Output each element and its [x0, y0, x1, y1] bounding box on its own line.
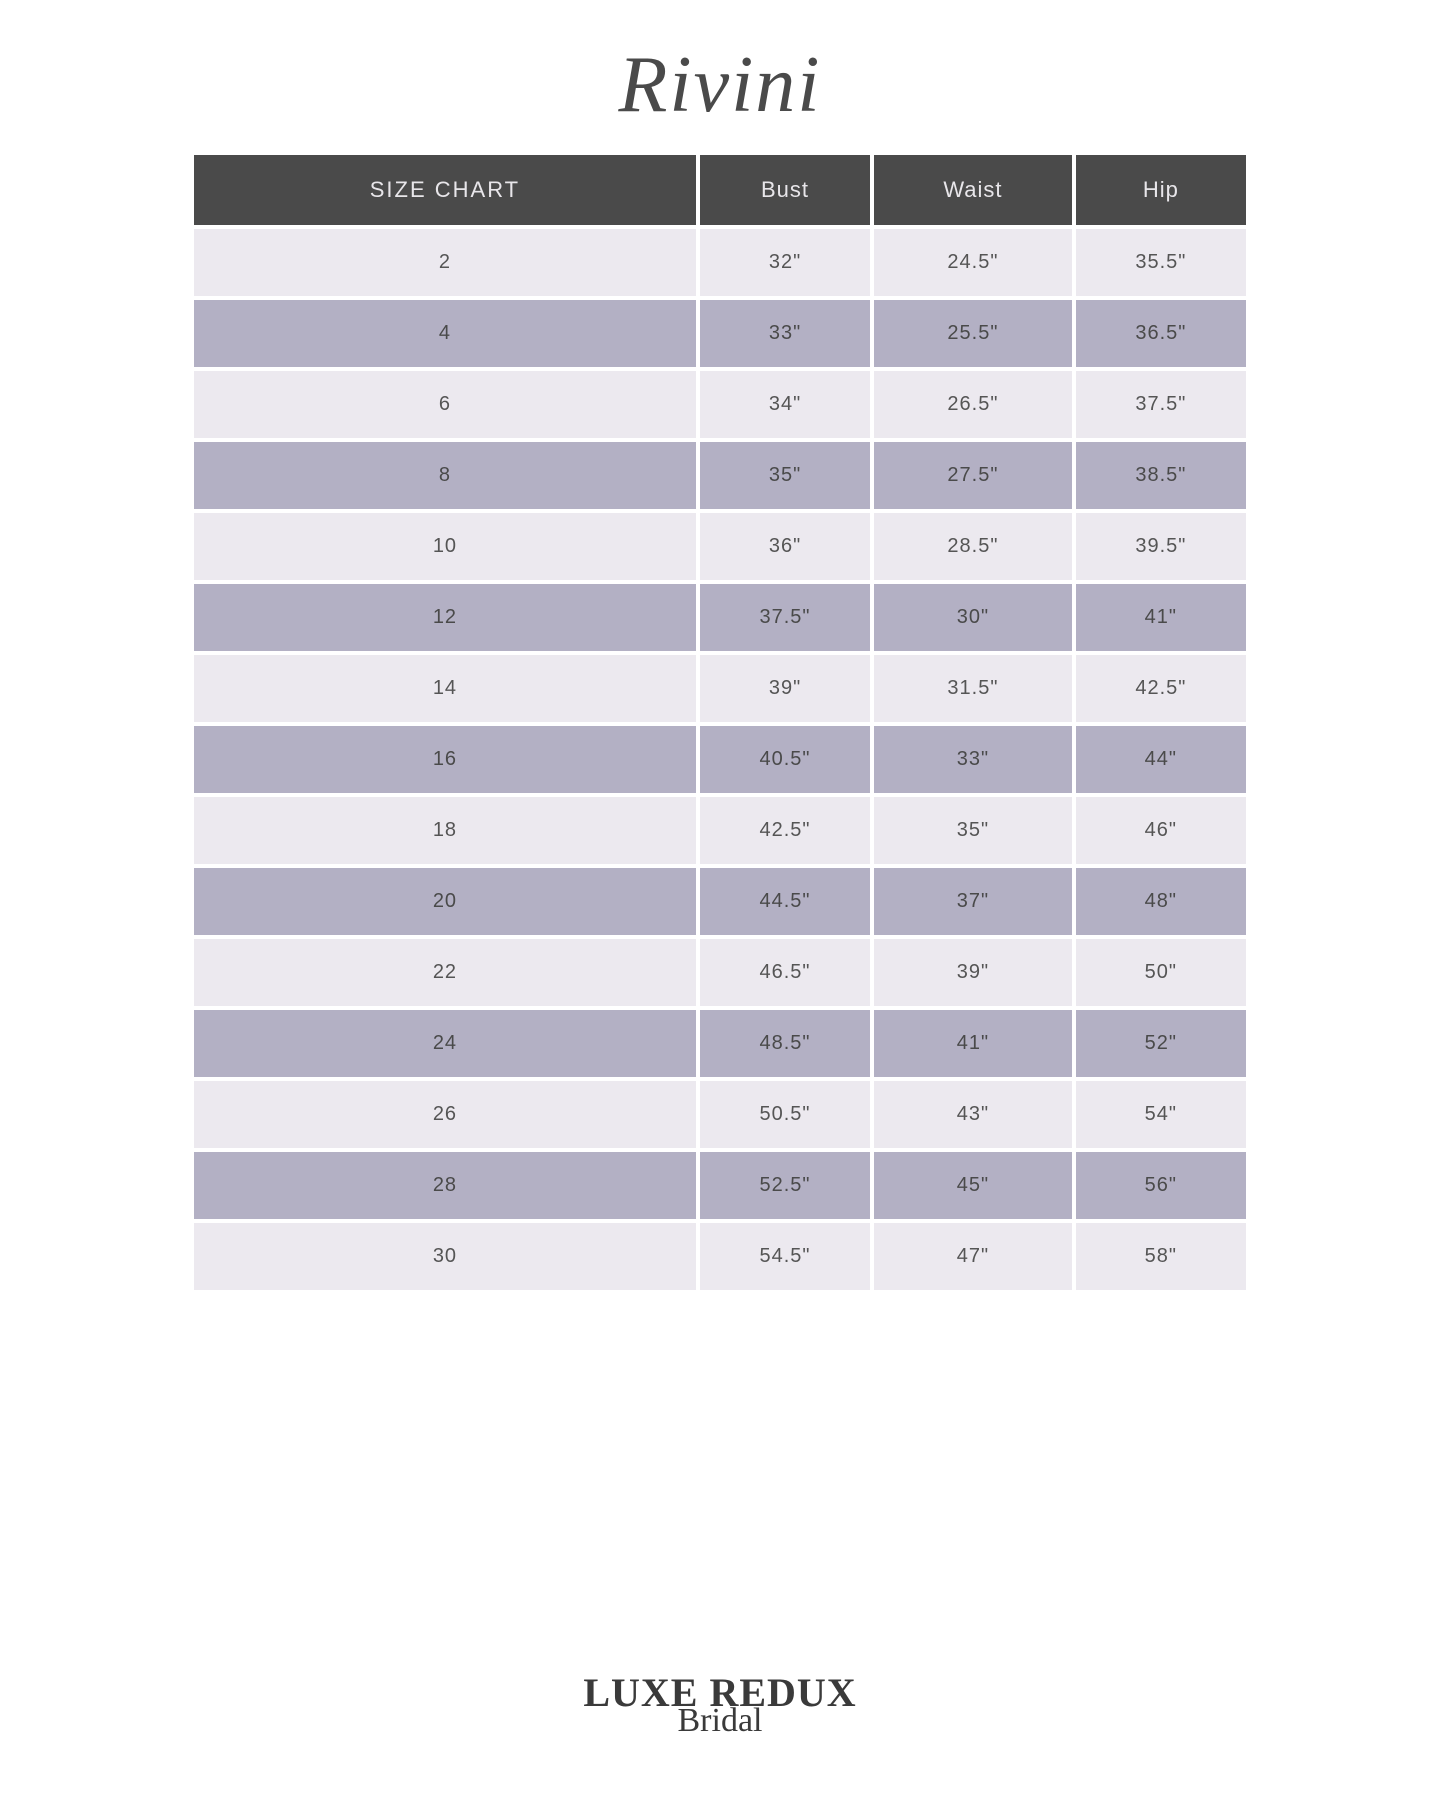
- table-cell: 31.5": [874, 655, 1072, 722]
- table-row: 3054.5"47"58": [194, 1223, 1246, 1290]
- table-row: 2246.5"39"50": [194, 939, 1246, 1006]
- table-cell: 8: [194, 442, 696, 509]
- table-cell: 36.5": [1076, 300, 1246, 367]
- table-cell: 42.5": [1076, 655, 1246, 722]
- table-cell: 18: [194, 797, 696, 864]
- table-cell: 44.5": [700, 868, 870, 935]
- table-header-row: SIZE CHART Bust Waist Hip: [194, 155, 1246, 225]
- table-cell: 48": [1076, 868, 1246, 935]
- table-row: 634"26.5"37.5": [194, 371, 1246, 438]
- table-row: 1237.5"30"41": [194, 584, 1246, 651]
- table-row: 1842.5"35"46": [194, 797, 1246, 864]
- table-cell: 45": [874, 1152, 1072, 1219]
- table-body: 232"24.5"35.5"433"25.5"36.5"634"26.5"37.…: [194, 229, 1246, 1290]
- table-cell: 22: [194, 939, 696, 1006]
- table-cell: 56": [1076, 1152, 1246, 1219]
- table-cell: 43": [874, 1081, 1072, 1148]
- table-row: 2044.5"37"48": [194, 868, 1246, 935]
- table-cell: 35": [700, 442, 870, 509]
- table-cell: 14: [194, 655, 696, 722]
- table-cell: 52": [1076, 1010, 1246, 1077]
- table-cell: 28: [194, 1152, 696, 1219]
- table-cell: 20: [194, 868, 696, 935]
- table-cell: 16: [194, 726, 696, 793]
- table-cell: 34": [700, 371, 870, 438]
- table-cell: 12: [194, 584, 696, 651]
- table-row: 2448.5"41"52": [194, 1010, 1246, 1077]
- size-chart-container: SIZE CHART Bust Waist Hip 232"24.5"35.5"…: [190, 151, 1250, 1294]
- table-cell: 6: [194, 371, 696, 438]
- footer-line2: Bridal: [0, 1702, 1440, 1740]
- col-bust: Bust: [700, 155, 870, 225]
- table-cell: 37.5": [1076, 371, 1246, 438]
- table-cell: 50": [1076, 939, 1246, 1006]
- table-cell: 39": [700, 655, 870, 722]
- table-cell: 37": [874, 868, 1072, 935]
- table-row: 1640.5"33"44": [194, 726, 1246, 793]
- table-cell: 58": [1076, 1223, 1246, 1290]
- table-cell: 32": [700, 229, 870, 296]
- footer-logo: LUXE REDUX Bridal: [0, 1669, 1440, 1740]
- table-row: 2852.5"45"56": [194, 1152, 1246, 1219]
- table-cell: 26: [194, 1081, 696, 1148]
- table-cell: 44": [1076, 726, 1246, 793]
- table-cell: 28.5": [874, 513, 1072, 580]
- table-cell: 39": [874, 939, 1072, 1006]
- table-cell: 42.5": [700, 797, 870, 864]
- table-row: 1036"28.5"39.5": [194, 513, 1246, 580]
- table-row: 1439"31.5"42.5": [194, 655, 1246, 722]
- table-cell: 33": [700, 300, 870, 367]
- table-cell: 36": [700, 513, 870, 580]
- table-cell: 54.5": [700, 1223, 870, 1290]
- table-cell: 39.5": [1076, 513, 1246, 580]
- table-cell: 24.5": [874, 229, 1072, 296]
- table-cell: 52.5": [700, 1152, 870, 1219]
- table-cell: 46": [1076, 797, 1246, 864]
- table-row: 835"27.5"38.5": [194, 442, 1246, 509]
- table-cell: 37.5": [700, 584, 870, 651]
- table-cell: 25.5": [874, 300, 1072, 367]
- size-chart-table: SIZE CHART Bust Waist Hip 232"24.5"35.5"…: [190, 151, 1250, 1294]
- table-cell: 47": [874, 1223, 1072, 1290]
- table-cell: 41": [874, 1010, 1072, 1077]
- table-cell: 2: [194, 229, 696, 296]
- table-cell: 10: [194, 513, 696, 580]
- brand-header: Rivini: [0, 0, 1440, 151]
- col-size: SIZE CHART: [194, 155, 696, 225]
- table-cell: 35.5": [1076, 229, 1246, 296]
- table-cell: 54": [1076, 1081, 1246, 1148]
- table-cell: 30: [194, 1223, 696, 1290]
- table-row: 433"25.5"36.5": [194, 300, 1246, 367]
- col-waist: Waist: [874, 155, 1072, 225]
- table-cell: 24: [194, 1010, 696, 1077]
- table-cell: 27.5": [874, 442, 1072, 509]
- table-cell: 33": [874, 726, 1072, 793]
- table-cell: 4: [194, 300, 696, 367]
- table-cell: 38.5": [1076, 442, 1246, 509]
- brand-name: Rivini: [0, 40, 1440, 131]
- table-cell: 46.5": [700, 939, 870, 1006]
- table-cell: 35": [874, 797, 1072, 864]
- table-cell: 40.5": [700, 726, 870, 793]
- table-cell: 41": [1076, 584, 1246, 651]
- table-cell: 30": [874, 584, 1072, 651]
- table-cell: 50.5": [700, 1081, 870, 1148]
- table-cell: 48.5": [700, 1010, 870, 1077]
- table-row: 2650.5"43"54": [194, 1081, 1246, 1148]
- col-hip: Hip: [1076, 155, 1246, 225]
- table-cell: 26.5": [874, 371, 1072, 438]
- table-row: 232"24.5"35.5": [194, 229, 1246, 296]
